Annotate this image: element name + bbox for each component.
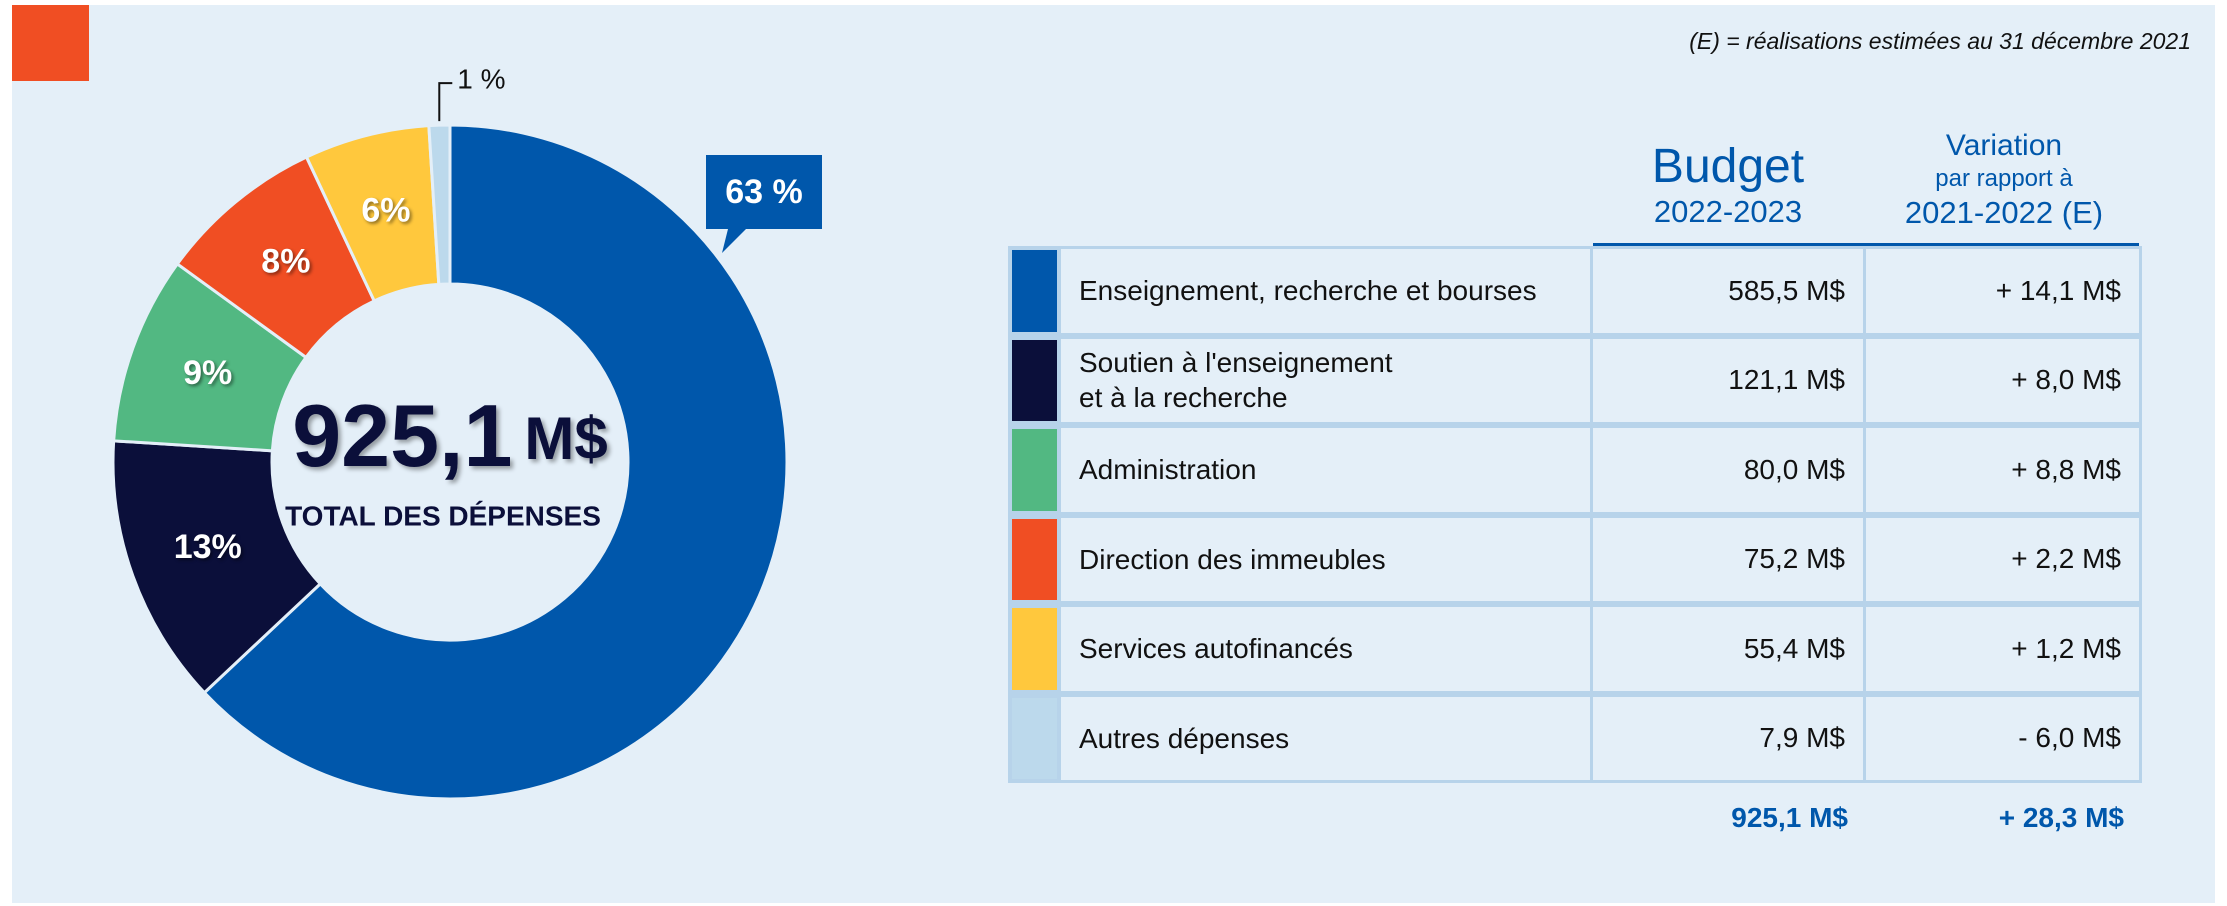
budget-year: 2022-2023 [1653, 194, 1803, 229]
center-unit: M$ [524, 405, 607, 472]
color-swatch [1008, 425, 1061, 515]
data-label: 8% [261, 243, 310, 281]
data-label: 63 % [725, 173, 803, 211]
variation-header: Variation par rapport à 2021-2022 (E) [1869, 128, 2139, 232]
center-value: 925,1 [292, 386, 512, 485]
donut-segment [202, 123, 789, 801]
row-label: Enseignement, recherche et bourses [1061, 246, 1593, 336]
variation-cell: + 1,2 M$ [1866, 604, 2142, 694]
variation-year: 2021-2022 (E) [1904, 195, 2104, 230]
total-variation: + 28,3 M$ [1998, 802, 2124, 833]
variation-cell: + 14,1 M$ [1866, 246, 2142, 336]
row-label: Administration [1061, 425, 1593, 515]
color-swatch [1008, 693, 1061, 783]
variation-cell: + 8,0 M$ [1866, 335, 2142, 425]
variation-sub: par rapport à [1935, 165, 2073, 192]
row-label: Direction des immeubles [1061, 514, 1593, 604]
center-total: 925,1 M$ [292, 386, 608, 485]
budget-cell: 55,4 M$ [1590, 604, 1866, 694]
variation-title: Variation [1945, 129, 2063, 162]
budget-cell: 7,9 M$ [1590, 693, 1866, 783]
donut-segment [427, 123, 452, 286]
row-label: Services autofinancés [1061, 604, 1593, 694]
variation-cell: + 2,2 M$ [1866, 514, 2142, 604]
callout-box [706, 155, 822, 253]
data-label: 13% [174, 528, 242, 566]
budget-cell: 121,1 M$ [1590, 335, 1866, 425]
color-swatch [1008, 604, 1061, 694]
note: (E) = réalisations estimées au 31 décemb… [1689, 28, 2191, 54]
data-label: 1 % [457, 64, 505, 95]
color-swatch [1008, 514, 1061, 604]
header-rule [1593, 243, 2139, 248]
row-label: Soutien à l'enseignement et à la recherc… [1061, 335, 1593, 425]
budget-cell: 75,2 M$ [1590, 514, 1866, 604]
budget-cell: 80,0 M$ [1590, 425, 1866, 515]
total-budget: 925,1 M$ [1731, 802, 1848, 833]
variation-cell: - 6,0 M$ [1866, 693, 2142, 783]
variation-cell: + 8,8 M$ [1866, 425, 2142, 515]
corner-square [12, 5, 89, 81]
center-label: TOTAL DES DÉPENSES [285, 500, 601, 531]
leader-line [438, 82, 453, 122]
row-label: Autres dépenses [1061, 693, 1593, 783]
budget-header: Budget 2022-2023 [1593, 140, 1863, 230]
color-swatch [1008, 246, 1061, 336]
data-label: 6% [361, 192, 410, 230]
color-swatch [1008, 335, 1061, 425]
donut: 63 % 13% 9% 8% 6% 1 % [111, 64, 822, 801]
data-label: 9% [183, 354, 232, 392]
budget-cell: 585,5 M$ [1590, 246, 1866, 336]
budget-title: Budget [1651, 140, 1805, 193]
